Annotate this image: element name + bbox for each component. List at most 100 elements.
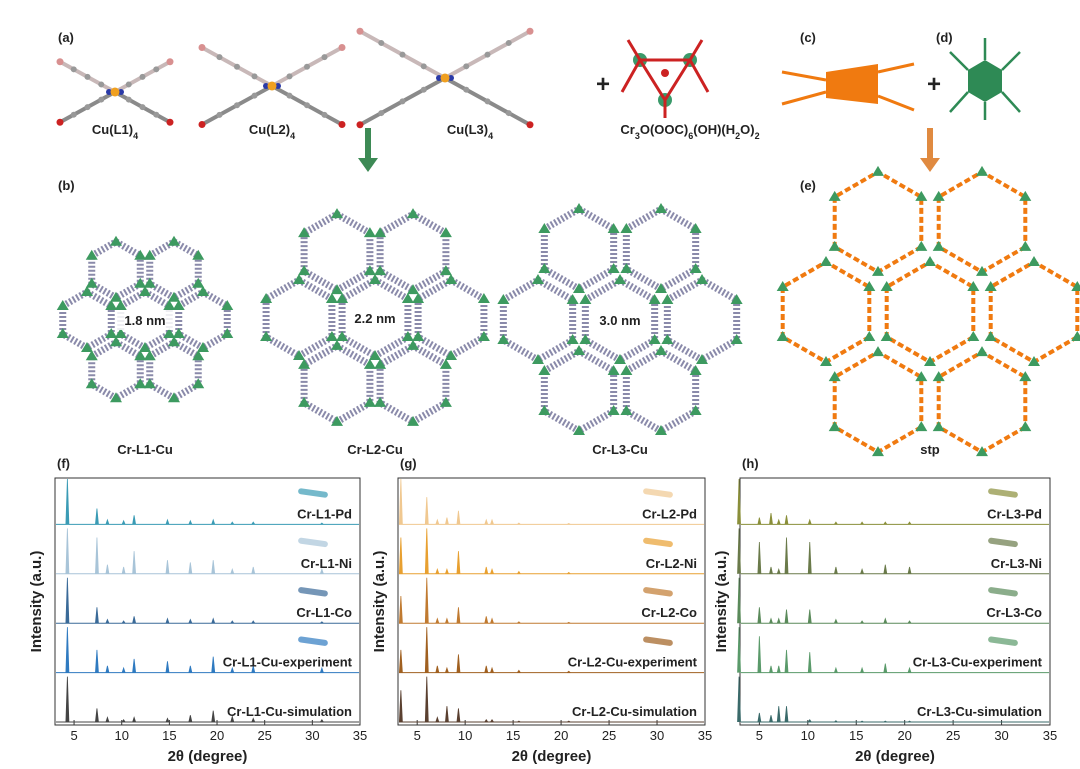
- metal-cluster: [976, 265, 988, 276]
- framework-name: Cr-L3-Cu: [592, 442, 648, 457]
- crystal-image: [643, 587, 673, 597]
- peak: [784, 537, 789, 574]
- metal-cluster: [924, 356, 936, 366]
- atom: [251, 73, 258, 80]
- trace-label: Cr-L3-Ni: [991, 556, 1042, 571]
- peak: [188, 562, 193, 574]
- x-tick-label: 35: [353, 728, 367, 743]
- peak: [132, 515, 137, 525]
- metal-cluster: [976, 346, 988, 357]
- metal-cluster: [872, 265, 884, 276]
- pore-ring: [936, 349, 1028, 455]
- metal-cluster: [538, 365, 551, 376]
- peak: [456, 510, 461, 525]
- metal-cluster: [932, 240, 945, 251]
- formula-part: (OH)(H: [693, 122, 735, 137]
- trace-label: Cr-L2-Pd: [642, 506, 697, 521]
- metal-cluster: [655, 345, 667, 356]
- peak: [445, 517, 449, 525]
- metal-cluster: [689, 365, 702, 376]
- pore-ring: [300, 210, 374, 295]
- pore-ring: [832, 349, 924, 455]
- atom: [399, 98, 406, 105]
- pore-ring: [175, 287, 231, 353]
- x-tick-label: 25: [946, 728, 960, 743]
- peak: [757, 712, 762, 723]
- metal-cluster: [924, 256, 936, 266]
- metal-cluster: [730, 294, 743, 304]
- metal-cluster: [401, 331, 414, 341]
- metal-cluster: [655, 425, 667, 436]
- peak: [211, 656, 216, 673]
- peak: [567, 523, 571, 525]
- metal-cluster: [331, 284, 343, 295]
- peak: [398, 478, 403, 525]
- panel-label: (b): [58, 178, 75, 193]
- metal-cluster: [172, 300, 185, 310]
- x-tick-label: 5: [414, 728, 421, 743]
- peak: [95, 537, 99, 574]
- peak: [784, 609, 789, 624]
- formula-part: 4: [290, 131, 295, 141]
- pore-ring: [832, 169, 924, 275]
- atom: [84, 104, 91, 111]
- metal-cluster: [445, 350, 457, 360]
- metal-cluster: [828, 421, 841, 432]
- trace-label: Cr-L2-Ni: [646, 556, 697, 571]
- pore-ring: [499, 275, 577, 365]
- pore-ring: [59, 287, 115, 353]
- nitrogen: [118, 89, 124, 95]
- metal-cluster: [407, 208, 419, 219]
- peak: [784, 515, 789, 525]
- peak: [398, 595, 403, 624]
- metal-cluster: [139, 342, 151, 352]
- metal-cluster: [566, 334, 579, 344]
- atom: [125, 96, 132, 103]
- peak: [807, 609, 812, 624]
- metal-cluster: [932, 421, 945, 432]
- atom: [321, 54, 328, 61]
- metal-cluster: [730, 334, 743, 344]
- metal-cluster: [620, 365, 633, 376]
- metal-cluster: [828, 190, 841, 201]
- metal-cluster: [696, 274, 708, 284]
- crystal-image: [988, 636, 1018, 646]
- orange-node: [826, 64, 878, 104]
- x-tick-label: 15: [506, 728, 520, 743]
- atom: [216, 54, 223, 61]
- metal-cluster: [369, 350, 381, 360]
- formula-part: Cu(L2): [249, 122, 290, 137]
- metal-cluster: [1019, 190, 1032, 201]
- node-arms: [949, 38, 1021, 120]
- peak: [95, 607, 99, 624]
- metal-cluster: [298, 227, 311, 238]
- peak: [435, 716, 440, 723]
- metal-cluster: [197, 286, 209, 296]
- metal-cluster: [661, 294, 674, 304]
- x-axis-title: 2θ (degree): [168, 748, 248, 765]
- peak: [424, 627, 429, 673]
- crystal-image: [988, 488, 1018, 498]
- peak: [165, 560, 170, 574]
- peak: [424, 497, 429, 525]
- oxygen: [661, 69, 669, 77]
- panel-label: (h): [742, 456, 759, 471]
- metal-cluster: [168, 291, 180, 302]
- peak: [484, 616, 489, 624]
- x-tick-label: 25: [602, 728, 616, 743]
- peak: [784, 649, 789, 673]
- peak: [776, 567, 781, 574]
- peak: [445, 666, 449, 673]
- metal-cluster: [607, 365, 620, 376]
- metal-cluster: [579, 334, 592, 344]
- trace-label: Cr-L1-Pd: [297, 506, 352, 521]
- metal-cluster: [143, 249, 156, 260]
- metal-cluster: [143, 378, 156, 389]
- peak: [769, 665, 773, 673]
- metal-cluster: [915, 190, 928, 201]
- metal-cluster: [614, 354, 626, 364]
- peak: [251, 620, 256, 624]
- metal-cluster: [1019, 371, 1032, 382]
- peak: [230, 620, 235, 624]
- metal-cluster: [260, 293, 273, 303]
